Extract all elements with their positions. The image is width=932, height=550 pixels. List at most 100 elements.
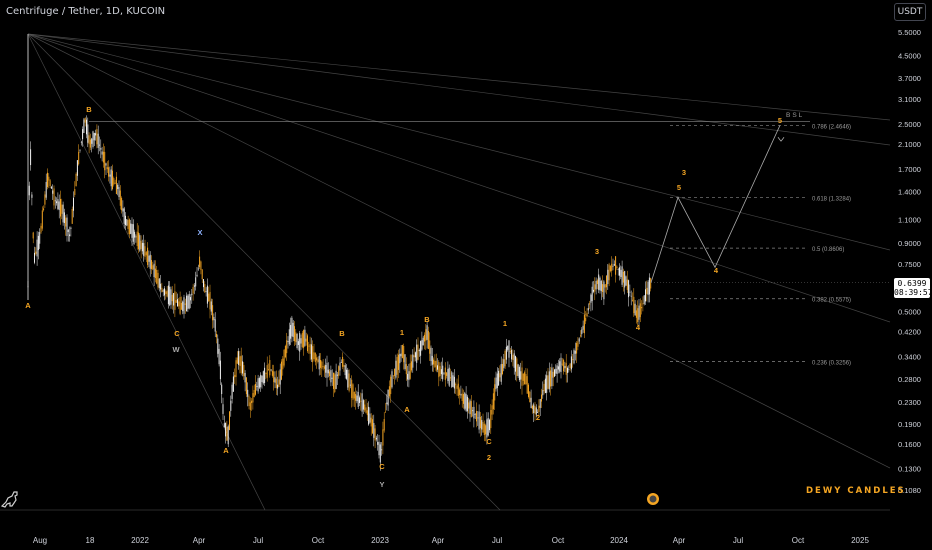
candle-body xyxy=(153,263,155,278)
candle-body xyxy=(37,235,39,251)
symbol-title[interactable]: Centrifuge / Tether, 1D, KUCOIN xyxy=(6,6,166,17)
candle-body xyxy=(426,325,428,340)
candle-body xyxy=(446,372,448,376)
candles-group xyxy=(27,115,652,471)
candle-body xyxy=(192,287,194,294)
wave-label: B xyxy=(339,329,345,338)
wave-label: 1 xyxy=(400,328,404,337)
y-tick-label: 0.5000 xyxy=(898,307,921,316)
candle-body xyxy=(349,384,351,386)
candle-body xyxy=(327,369,329,374)
candle-body xyxy=(125,215,126,226)
currency-button[interactable]: USDT xyxy=(894,3,926,21)
candle-body xyxy=(190,297,191,301)
candle-body xyxy=(140,240,142,250)
fib-level-label: 0.236 (0.3256) xyxy=(812,360,851,366)
candle-body xyxy=(452,375,454,387)
candle-body xyxy=(184,303,186,305)
candle-body xyxy=(400,353,402,357)
wave-label: B xyxy=(424,315,430,324)
candle-body xyxy=(495,377,497,390)
candle-body xyxy=(602,284,604,292)
candle-body xyxy=(529,391,531,403)
candle-body xyxy=(507,345,509,350)
candle-body xyxy=(179,296,181,314)
candle-body xyxy=(131,223,133,238)
y-tick-label: 0.3400 xyxy=(898,352,921,361)
candle-body xyxy=(612,265,614,267)
candle-body xyxy=(248,396,250,407)
candle-body xyxy=(568,368,570,370)
candle-body xyxy=(63,212,65,224)
candle-body xyxy=(461,393,463,402)
candle-body xyxy=(123,208,125,224)
x-tick-label: Oct xyxy=(552,536,565,545)
candle-body xyxy=(279,369,281,385)
candle-body xyxy=(288,329,290,345)
candle-body xyxy=(170,289,172,305)
candle-body xyxy=(182,301,184,312)
candle-body xyxy=(191,293,193,296)
candle-body xyxy=(166,290,168,297)
bsl-label: BSL xyxy=(786,112,804,119)
candle-body xyxy=(383,418,385,431)
wave-label: 5 xyxy=(778,116,782,125)
candle-body xyxy=(595,280,597,290)
candle-body xyxy=(394,368,396,376)
candle-body xyxy=(322,366,324,368)
candle-body xyxy=(548,371,550,390)
candle-body xyxy=(578,338,580,342)
candle-body xyxy=(54,200,56,202)
candle-body xyxy=(84,118,86,123)
candle-body xyxy=(379,444,381,463)
candle-body xyxy=(34,252,35,263)
candle-body xyxy=(407,373,409,380)
candle-body xyxy=(546,375,548,393)
candle-body xyxy=(141,242,143,252)
candle-body xyxy=(219,360,221,380)
candle-body xyxy=(44,194,46,205)
candle-body xyxy=(87,124,89,143)
candle-body xyxy=(609,265,611,272)
candle-body xyxy=(257,378,259,392)
candle-body xyxy=(409,363,411,379)
candle-body xyxy=(47,172,48,188)
candle-body xyxy=(565,362,567,375)
candle-body xyxy=(204,284,206,293)
candle-body xyxy=(299,333,301,352)
candle-body xyxy=(351,379,353,398)
candle-body xyxy=(418,349,420,352)
candle-body xyxy=(417,344,419,360)
candle-body xyxy=(388,386,390,397)
candle-body xyxy=(294,326,295,342)
candle-body xyxy=(362,400,364,410)
candle-body xyxy=(503,359,505,369)
candle-body xyxy=(557,366,559,370)
candle-body xyxy=(28,185,30,196)
candle-body xyxy=(439,366,441,377)
candle-body xyxy=(152,265,154,270)
candle-body xyxy=(92,131,94,147)
candle-body xyxy=(603,281,605,300)
candle-body xyxy=(255,384,256,395)
y-tick-label: 1.4000 xyxy=(898,187,921,196)
candle-body xyxy=(135,236,137,238)
candle-body xyxy=(232,376,234,392)
candle-body xyxy=(616,266,618,268)
candle-body xyxy=(79,149,81,151)
candle-body xyxy=(450,377,451,379)
candle-body xyxy=(89,139,91,148)
candle-body xyxy=(516,358,518,376)
candle-body xyxy=(387,389,389,406)
candle-body xyxy=(287,341,289,343)
candle-body xyxy=(492,393,494,410)
candle-body xyxy=(269,360,271,376)
x-tick-label: Apr xyxy=(432,536,445,545)
candle-body xyxy=(456,385,458,389)
projection-arrow xyxy=(777,137,785,142)
candle-body xyxy=(304,329,306,346)
candle-body xyxy=(160,283,162,290)
candle-body xyxy=(502,364,503,375)
candle-body xyxy=(30,149,32,166)
